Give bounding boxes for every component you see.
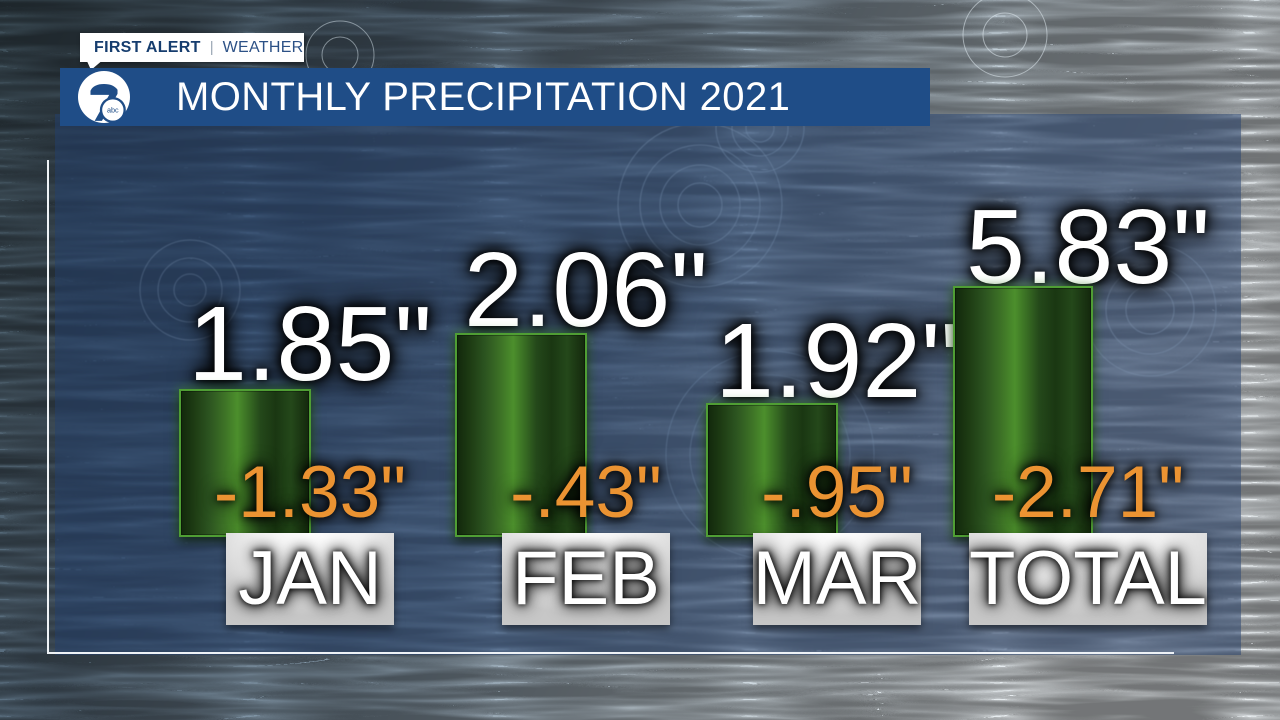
- svg-text:abc: abc: [107, 106, 119, 115]
